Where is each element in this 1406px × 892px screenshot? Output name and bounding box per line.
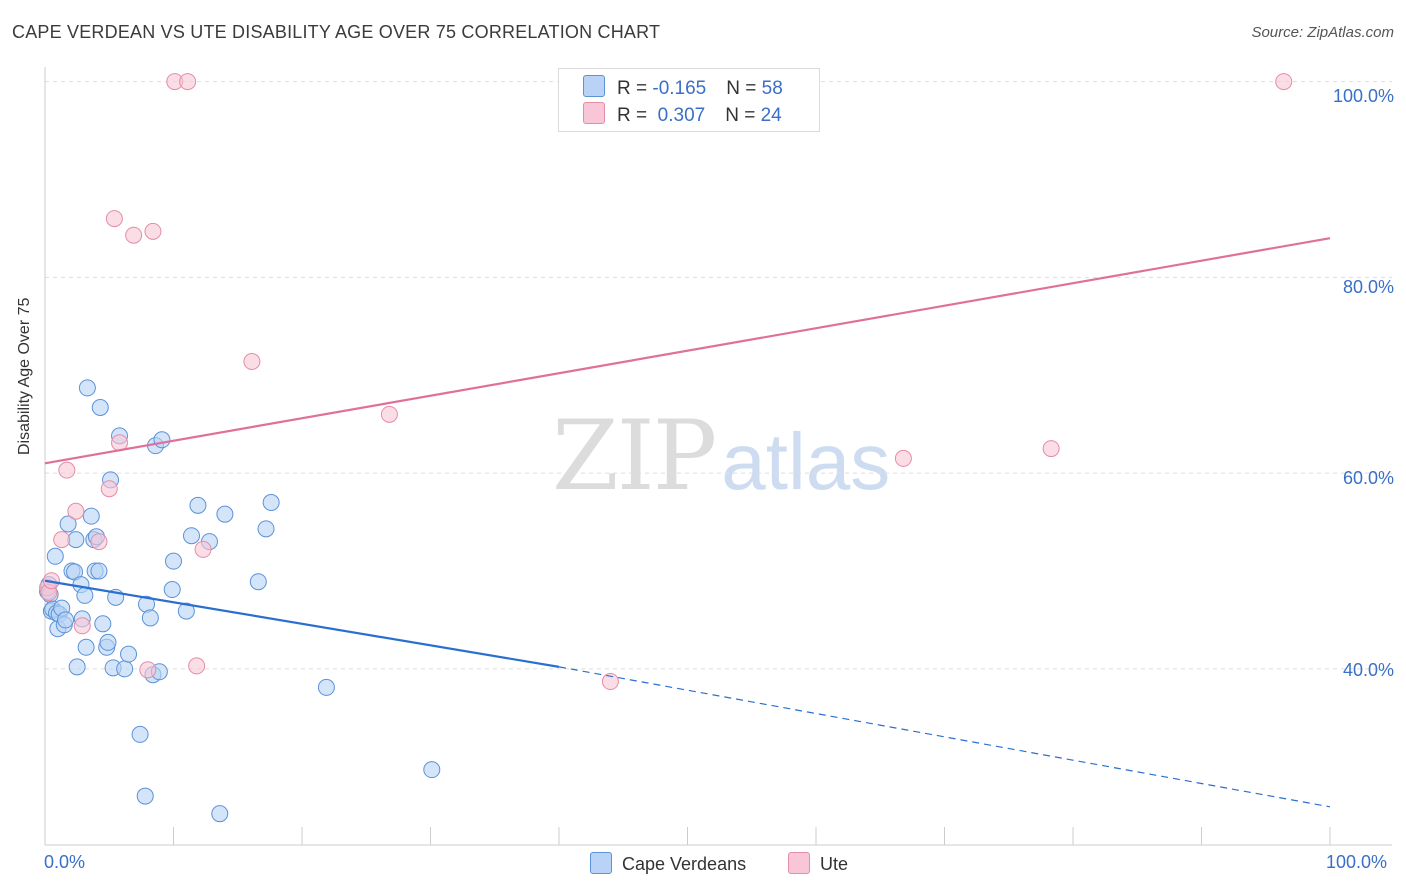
source-label: Source: ZipAtlas.com [1251, 24, 1394, 41]
legend-item-ute[interactable]: Ute [788, 852, 848, 875]
ute-point [144, 222, 162, 240]
cape-verdean-point [317, 678, 335, 696]
cape-verdean-point [141, 609, 159, 627]
r-value: 0.307 [652, 105, 706, 126]
cape-verdean-point [177, 602, 195, 620]
cape-verdean-point [59, 515, 77, 533]
y-tick-40: 40.0% [1342, 660, 1394, 680]
ute-point [894, 449, 912, 467]
cape-verdean-trend-extension [558, 666, 1331, 808]
cape-verdean-point [182, 527, 200, 545]
x-tick-min: 0.0% [44, 852, 86, 872]
ute-point [194, 540, 212, 558]
cape-verdean-point [82, 507, 100, 525]
cape-verdean-point [78, 379, 96, 397]
cape-verdean-point [76, 586, 94, 604]
cape-verdean-point [136, 787, 154, 805]
n-label: N = [725, 105, 761, 126]
ute-point [53, 531, 71, 549]
cape-verdean-point [153, 431, 171, 449]
cape-verdean-point [189, 496, 207, 514]
ute-point [1275, 73, 1293, 91]
cape-verdean-point [257, 520, 275, 538]
cape-verdean-point [90, 562, 108, 580]
legend-label: Ute [820, 854, 849, 874]
ute-point [67, 502, 85, 520]
watermark-atlas: atlas [721, 417, 891, 506]
chart-title: CAPE VERDEAN VS UTE DISABILITY AGE OVER … [12, 22, 661, 42]
n-value: 58 [761, 78, 783, 99]
legend-label: Cape Verdeans [622, 854, 747, 874]
cape-verdean-point [99, 633, 117, 651]
ute-point [90, 533, 108, 551]
r-label: R = [617, 105, 653, 126]
stats-legend: R = -0.165 N = 58 R = 0.307 N = 24 [558, 68, 820, 132]
cape-verdean-point [46, 547, 64, 565]
pink-swatch-icon [788, 852, 810, 874]
cape-verdean-point [67, 531, 85, 549]
cape-verdean-point [57, 611, 75, 629]
cape-verdean-point [163, 581, 181, 599]
cape-verdean-point [216, 505, 234, 523]
r-label: R = [617, 78, 653, 99]
stats-row-cape-verdeans: R = -0.165 N = 58 [583, 75, 783, 99]
cape-verdean-point [165, 552, 182, 570]
r-value: -0.165 [652, 78, 707, 99]
ute-point [179, 73, 197, 91]
cape-verdean-point [116, 660, 134, 678]
pink-swatch-icon [583, 102, 605, 124]
stats-row-ute: R = 0.307 N = 24 [583, 102, 782, 126]
ute-trend-line [44, 237, 1331, 465]
x-tick-max: 100.0% [1326, 852, 1388, 872]
ute-point [188, 657, 206, 675]
cape-verdean-point [131, 725, 149, 743]
legend-item-cape-verdeans[interactable]: Cape Verdeans [590, 852, 746, 875]
ute-point [243, 352, 261, 370]
cape-verdean-point [120, 645, 138, 663]
cape-verdean-point [68, 658, 86, 676]
blue-swatch-icon [583, 75, 605, 97]
cape-verdean-point [94, 615, 112, 633]
ute-point [139, 661, 157, 679]
ute-point [125, 226, 143, 244]
y-axis-label: Disability Age Over 75 [16, 297, 33, 455]
cape-verdean-trend-line [44, 579, 560, 668]
n-label: N = [726, 78, 762, 99]
ute-point [1042, 440, 1060, 458]
y-tick-80: 80.0% [1342, 277, 1394, 297]
ute-point [380, 405, 398, 423]
cape-verdean-point [77, 638, 95, 656]
watermark: ZIPatlas [552, 400, 890, 512]
ute-point [73, 617, 91, 635]
blue-swatch-icon [590, 852, 612, 874]
cape-verdean-point [262, 493, 280, 511]
cape-verdean-point [423, 761, 441, 779]
cape-verdean-point [91, 398, 109, 416]
y-tick-60: 60.0% [1342, 468, 1394, 488]
y-tick-100: 100.0% [1332, 86, 1394, 106]
cape-verdean-point [249, 573, 267, 591]
watermark-zip: ZIP [552, 400, 717, 512]
n-value: 24 [760, 105, 782, 126]
ute-point [601, 673, 619, 691]
ute-point [100, 480, 118, 498]
ute-point [105, 210, 123, 228]
ute-point [58, 461, 76, 479]
cape-verdean-point [211, 805, 229, 823]
